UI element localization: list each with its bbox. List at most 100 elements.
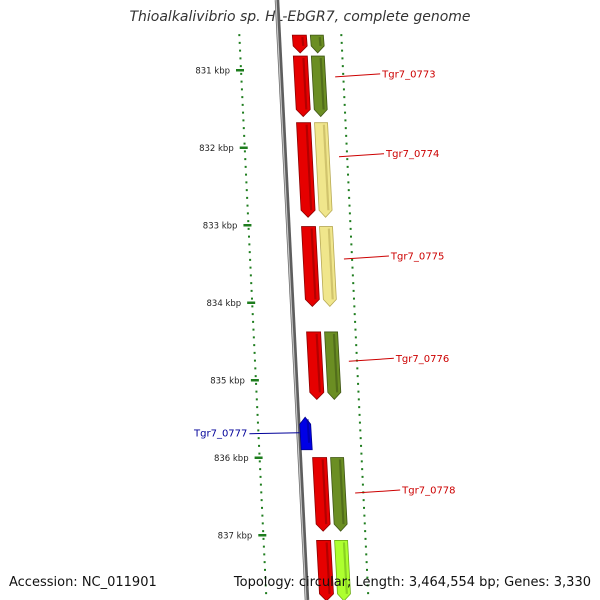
ruler-minor-tick [245, 189, 248, 192]
gene-label-Tgr7_0773: Tgr7_0773 [381, 69, 435, 80]
ruler-minor-tick [255, 398, 258, 401]
ruler-minor-tick [248, 243, 251, 246]
outer-ruler-tick [355, 344, 358, 347]
outer-ruler-tick [364, 537, 367, 540]
gene-Tgr7_0776b [324, 331, 342, 400]
ruler-minor-tick [241, 96, 244, 99]
gene-shading [315, 333, 321, 393]
outer-ruler-tick [366, 576, 369, 579]
outer-ruler-tick [344, 119, 347, 122]
label-leader-Tgr7_0776 [348, 357, 394, 362]
outer-ruler-tick [345, 134, 348, 137]
ruler-major-tick [254, 456, 263, 459]
outer-ruler-tick [344, 111, 347, 114]
gene-shading [342, 542, 348, 594]
ruler-minor-tick [249, 266, 252, 269]
outer-ruler-tick [343, 103, 346, 106]
outer-ruler-tick [341, 49, 344, 52]
outer-ruler-tick [357, 390, 360, 393]
outer-ruler-tick [358, 413, 361, 416]
ruler-minor-tick [254, 375, 257, 378]
outer-ruler-tick [364, 545, 367, 548]
ruler-minor-tick [250, 297, 253, 300]
ruler-minor-tick [239, 57, 242, 60]
ruler-minor-tick [240, 72, 243, 75]
outer-ruler-tick [360, 444, 363, 447]
ruler-minor-tick [261, 514, 264, 517]
outer-ruler-tick [364, 530, 367, 533]
ruler-minor-tick [256, 421, 259, 424]
gene-Tgr7_0775 [301, 226, 320, 307]
outer-ruler-tick [346, 165, 349, 168]
outer-ruler-tick [365, 568, 368, 571]
ruler-minor-tick [252, 336, 255, 339]
ruler-minor-tick [261, 522, 264, 525]
gene-label-Tgr7_0777: Tgr7_0777 [193, 429, 247, 440]
outer-ruler-tick [347, 173, 350, 176]
ruler-minor-tick [242, 127, 245, 130]
outer-ruler-tick [347, 189, 350, 192]
ruler-minor-tick [256, 413, 259, 416]
outer-ruler-tick [359, 429, 362, 432]
outer-ruler-tick [363, 522, 366, 525]
ruler-minor-tick [253, 344, 256, 347]
outer-ruler-tick [349, 227, 352, 230]
ruler-minor-tick [260, 499, 263, 502]
outer-ruler-tick [355, 351, 358, 354]
ruler-minor-tick [254, 367, 257, 370]
ruler-minor-tick [240, 88, 243, 91]
ruler-minor-tick [249, 258, 252, 261]
outer-ruler-tick [360, 452, 363, 455]
outer-ruler-tick [353, 313, 356, 316]
ruler-minor-tick [257, 437, 260, 440]
outer-ruler-tick [365, 553, 368, 556]
ruler-minor-tick [245, 181, 248, 184]
gene-labels: Tgr7_0773 Tgr7_0774 Tgr7_0775 Tgr7_0776 Tgr7… [193, 69, 456, 496]
outer-ruler-tick [351, 274, 354, 277]
ruler-major-tick [250, 379, 259, 382]
gene-tracks [291, 34, 351, 600]
outer-ruler-tick [357, 382, 360, 385]
outer-ruler-tick [341, 57, 344, 60]
outer-ruler-tick [354, 336, 357, 339]
outer-ruler-tick [340, 34, 343, 37]
ruler-tick-label: 837 kbp [218, 532, 253, 542]
ruler-minor-tick [239, 49, 242, 52]
outer-ruler-tick [363, 506, 366, 509]
ruler-minor-tick [255, 382, 258, 385]
ruler-minor-tick [247, 235, 250, 238]
gene-Tgr7_0773b [310, 55, 328, 118]
ruler-minor-tick [258, 444, 261, 447]
gene-Tgr7_0773 [292, 55, 311, 118]
ruler-minor-tick [246, 212, 249, 215]
outer-ruler-tick [351, 266, 354, 269]
outer-ruler-tick [350, 243, 353, 246]
ruler-minor-tick [251, 313, 254, 316]
backbone-arc [274, 0, 310, 600]
outer-ruler-tick [349, 220, 352, 223]
label-leader-Tgr7_0775 [343, 255, 389, 260]
outer-ruler-tick [349, 235, 352, 238]
gene-g-top-olive [309, 34, 325, 54]
ruler-minor-tick [257, 429, 260, 432]
ruler-minor-tick [253, 359, 256, 362]
outer-ruler-tick [367, 592, 370, 595]
outer-ruler-tick [366, 584, 369, 587]
ruler-minor-tick [248, 251, 251, 254]
outer-ruler-tick [351, 258, 354, 261]
ruler-minor-tick [241, 103, 244, 106]
outer-ruler-tick [361, 475, 364, 478]
outer-ruler-tick [354, 328, 357, 331]
ruler-minor-tick [263, 561, 266, 564]
ruler-minor-tick [252, 320, 255, 323]
gene-g-bottom-lime [334, 540, 351, 600]
backbone [274, 0, 310, 600]
ruler-minor-tick [242, 119, 245, 122]
ruler-tick-label: 832 kbp [199, 144, 234, 154]
gene-shading [322, 124, 330, 211]
ruler-tick-label: 835 kbp [210, 377, 245, 387]
outer-ruler-tick [342, 80, 345, 83]
ruler-minor-tick [244, 165, 247, 168]
outer-ruler-tick [359, 437, 362, 440]
